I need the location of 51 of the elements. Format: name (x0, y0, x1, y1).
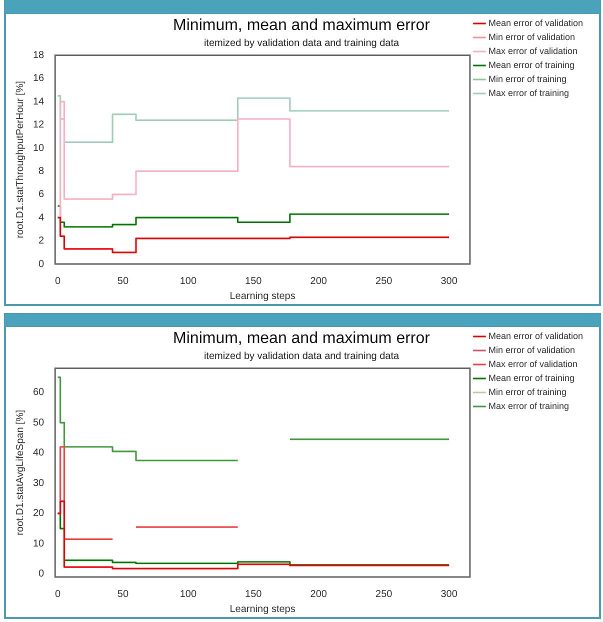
legend-label: Mean error of training (488, 60, 574, 70)
chart-title: Minimum, mean and maximum error (173, 330, 431, 348)
x-tick-label: 0 (54, 588, 61, 600)
x-tick-label: 100 (180, 588, 197, 600)
y-tick-label: 50 (33, 417, 45, 428)
x-tick-label: 100 (180, 276, 197, 287)
legend-label: Min error of validation (488, 32, 575, 42)
y-tick-label: 0 (38, 258, 45, 270)
x-tick-label: 250 (376, 588, 393, 600)
legend-label: Min error of validation (488, 344, 575, 355)
chart-subtitle: itemized by validation data and training data (204, 38, 400, 49)
x-tick-label: 200 (310, 276, 328, 287)
x-tick-label: 150 (245, 276, 262, 287)
legend-label: Min error of training (488, 74, 566, 84)
y-tick-label: 20 (33, 508, 45, 520)
y-tick-label: 0 (38, 568, 45, 580)
x-tick-label: 50 (117, 588, 129, 600)
legend-label: Max error of validation (488, 46, 578, 56)
y-tick-label: 60 (33, 387, 45, 398)
x-tick-label: 0 (54, 276, 61, 287)
chart-title: Minimum, mean and maximum error (173, 17, 431, 34)
y-tick-label: 18 (33, 50, 45, 61)
y-tick-label: 12 (33, 120, 45, 131)
x-tick-label: 50 (117, 276, 129, 287)
legend-label: Mean error of training (488, 372, 574, 383)
y-axis-title: root.D1.statAvgLifeSpan [%] (14, 410, 26, 536)
y-tick-label: 4 (38, 212, 45, 224)
y-tick-label: 14 (33, 96, 45, 108)
x-tick-label: 300 (440, 588, 458, 600)
y-axis-title: root.D1.statThroughputPerHour [%] (14, 80, 26, 238)
x-axis-title: Learning steps (230, 290, 296, 302)
y-tick-label: 8 (38, 166, 45, 177)
x-tick-label: 150 (245, 588, 262, 600)
y-tick-label: 30 (33, 478, 45, 489)
y-tick-label: 2 (38, 236, 45, 247)
y-tick-label: 10 (33, 142, 45, 154)
legend-label: Mean error of validation (488, 330, 584, 341)
legend-label: Max error of validation (488, 358, 578, 369)
legend-label: Min error of training (488, 386, 566, 397)
x-tick-label: 250 (376, 276, 393, 287)
y-tick-label: 6 (38, 189, 45, 200)
legend-label: Mean error of validation (488, 18, 584, 28)
y-tick-label: 40 (33, 448, 45, 459)
y-tick-label: 10 (33, 538, 45, 550)
legend-label: Max error of training (488, 400, 569, 411)
chart-subtitle: itemized by validation data and training data (204, 350, 400, 362)
x-axis-title: Learning steps (230, 604, 296, 615)
x-tick-label: 300 (440, 276, 458, 287)
legend-label: Max error of training (488, 88, 569, 98)
y-tick-label: 16 (33, 73, 45, 84)
x-tick-label: 200 (310, 588, 328, 600)
